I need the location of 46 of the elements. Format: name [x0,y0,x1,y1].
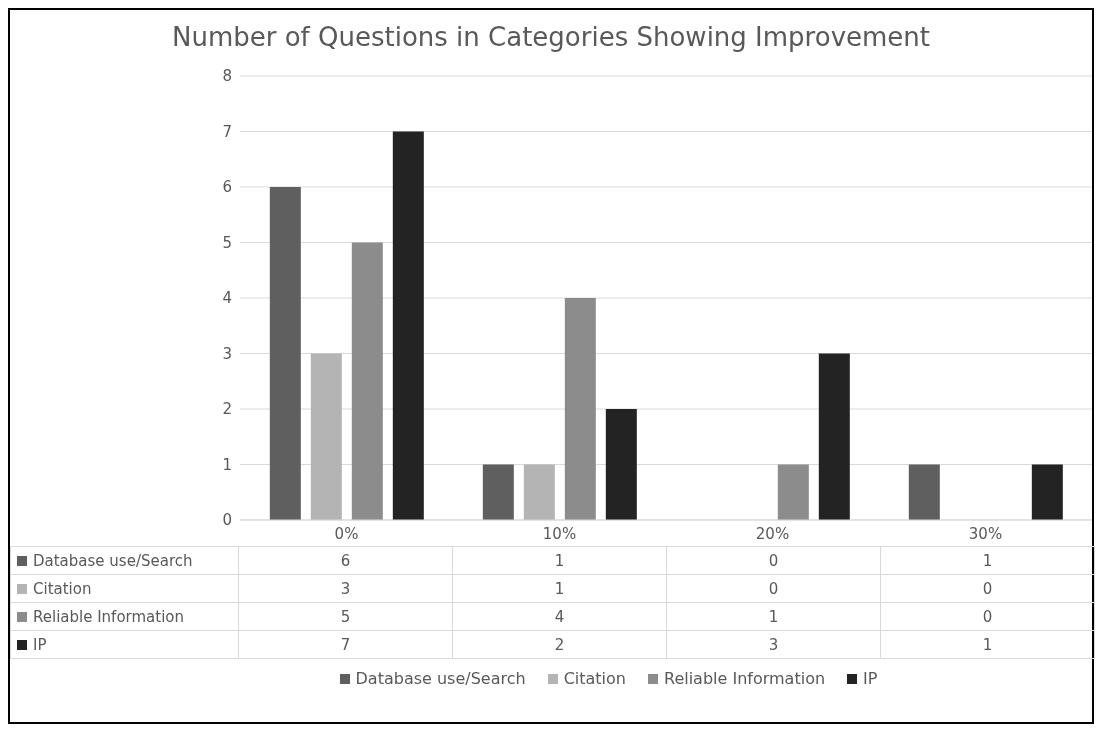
data-label: 0 [880,602,1095,631]
data-label: 4 [452,602,667,631]
bar [908,464,940,520]
bar [482,464,514,520]
y-tick-label: 3 [222,344,232,363]
text: Citation [33,579,92,598]
bar [564,298,596,520]
data-label: 1 [666,602,881,631]
bar [310,353,342,520]
data-label: 0 [880,574,1095,603]
chart-title: Number of Questions in Categories Showing Improvement [170,21,931,54]
y-tick-label: 2 [222,400,232,419]
y-tick-label: 6 [222,178,232,197]
data-label: 2 [452,630,667,659]
bar [523,464,555,520]
data-label: 1 [452,574,667,603]
x-tick-label: 10% [542,524,577,543]
bar [392,131,424,520]
legend-label: Reliable Information [663,669,826,688]
legend-label: IP [862,669,878,688]
legend-label: Citation [562,669,626,688]
x-tick-label: 30% [968,524,1003,543]
text: Database use/Search [355,669,526,688]
data-label: 0 [666,546,881,575]
bar [1031,464,1063,520]
y-tick-label: 5 [222,233,232,252]
data-label: 1 [880,546,1095,575]
bar [777,464,809,520]
x-tick-label: 0% [334,524,359,543]
data-label: 3 [666,630,881,659]
bar [818,353,850,520]
data-label: 1 [452,546,667,575]
bar [351,242,383,520]
y-tick-label: 8 [222,67,232,86]
bar [269,187,301,520]
y-tick-label: 0 [222,511,232,530]
text: IP [33,635,47,654]
x-tick-label: 20% [755,524,790,543]
data-label: 1 [880,630,1095,659]
y-tick-label: 4 [222,289,232,308]
y-tick-label: 7 [222,122,232,141]
y-tick-label: 1 [222,455,232,474]
bar [605,409,637,520]
legend-label: Database use/Search [10,546,239,575]
data-label: 0 [666,574,881,603]
text: Reliable Information [33,607,185,626]
